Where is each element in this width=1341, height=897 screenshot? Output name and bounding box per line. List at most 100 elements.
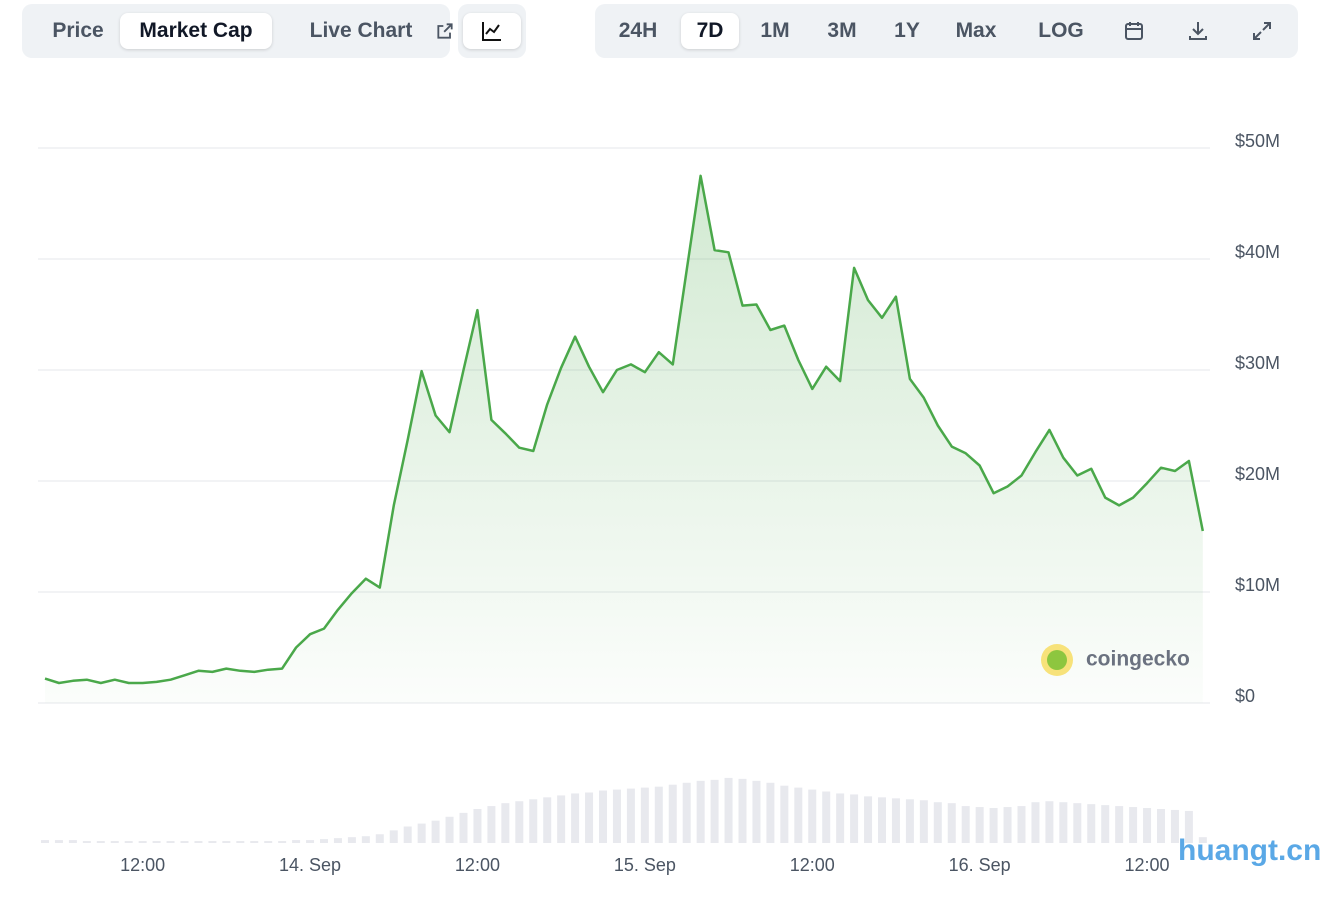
- line: [44, 174, 1205, 685]
- tab-group: Price Market Cap Live Chart: [22, 4, 453, 58]
- volume-bar: [236, 841, 245, 843]
- volume-bar: [668, 784, 677, 843]
- chart-type-group: [458, 4, 526, 58]
- volume-bar: [919, 800, 928, 843]
- volume-bar: [794, 787, 803, 843]
- calendar-icon[interactable]: [1122, 19, 1146, 43]
- y-tick-label: $30M: [1235, 353, 1280, 373]
- volume-bar: [878, 797, 886, 843]
- volume-bar: [473, 809, 482, 843]
- y-tick-label: $50M: [1235, 131, 1280, 151]
- volume-bar: [375, 834, 384, 843]
- volume-bar: [208, 841, 217, 843]
- volume-bar: [612, 789, 621, 843]
- volume-bar: [710, 779, 719, 843]
- x-tick-label: 14. Sep: [279, 855, 341, 875]
- volume-bar: [1087, 804, 1096, 843]
- volume-bar: [1045, 801, 1054, 843]
- volume-bar: [82, 841, 91, 843]
- y-tick-label: $10M: [1235, 575, 1280, 595]
- chart-type-button[interactable]: [463, 13, 521, 49]
- volume-bar: [905, 799, 914, 843]
- volume-bar: [1073, 803, 1082, 843]
- site-watermark: huangt.cn: [1178, 834, 1321, 867]
- volume-bar: [222, 841, 231, 843]
- tab-button[interactable]: Live Chart: [277, 13, 467, 49]
- range-button[interactable]: 24H: [618, 19, 658, 42]
- volume-bar: [696, 780, 705, 843]
- area: [45, 175, 1203, 704]
- volume-bar: [347, 837, 356, 843]
- watermark: coingecko: [1086, 648, 1190, 671]
- volume-bar: [961, 806, 970, 843]
- volume-bar: [1003, 807, 1012, 843]
- volume-bar: [571, 793, 580, 843]
- volume-bar: [1101, 805, 1110, 843]
- volume-bar: [1170, 809, 1179, 843]
- volume-bar: [822, 791, 831, 843]
- line-icon: [482, 22, 501, 41]
- volume-bar: [682, 782, 691, 843]
- volume-bar: [1157, 809, 1165, 843]
- volume-bar: [836, 793, 845, 843]
- y-tick-label: $40M: [1235, 242, 1280, 262]
- volume-bar: [1143, 808, 1152, 843]
- volume-bar: [724, 777, 733, 843]
- volume-bar: [640, 787, 649, 843]
- x-tick-label: 12:00: [790, 855, 835, 875]
- x-tick-label: 12:00: [1125, 855, 1170, 875]
- volume-bar: [361, 836, 370, 843]
- volume-bar: [417, 823, 426, 843]
- volume-bar: [543, 797, 552, 843]
- range-button[interactable]: 7D: [681, 13, 739, 49]
- volume-bar: [487, 806, 496, 843]
- volume-bar: [780, 785, 789, 843]
- volume-bar: [766, 782, 775, 843]
- volume-bar: [250, 841, 259, 843]
- volume-bar: [41, 840, 49, 843]
- volume-bar: [1017, 806, 1026, 843]
- tab-button[interactable]: Price: [52, 19, 104, 42]
- fullscreen-icon[interactable]: [1250, 19, 1274, 43]
- volume-bar: [320, 839, 328, 843]
- volume-bar: [278, 841, 287, 843]
- volume-bar: [152, 841, 161, 843]
- volume-bar: [138, 841, 147, 843]
- volume-bar: [333, 838, 342, 843]
- volume-bar: [864, 796, 873, 843]
- volume-bar: [557, 795, 566, 843]
- range-button[interactable]: 1Y: [894, 19, 920, 42]
- volume-bar: [1129, 807, 1138, 843]
- volume-bar: [850, 794, 859, 843]
- range-button[interactable]: LOG: [1038, 19, 1084, 42]
- range-button[interactable]: 1M: [760, 19, 790, 42]
- volume-bar: [292, 840, 301, 843]
- volume-bar: [389, 830, 398, 843]
- volume-bar: [515, 801, 524, 843]
- volume-bar: [933, 802, 942, 843]
- tab-button[interactable]: Market Cap: [120, 13, 272, 49]
- volume-bar: [96, 841, 105, 843]
- y-tick-label: $20M: [1235, 464, 1280, 484]
- volume-bar: [947, 803, 956, 843]
- volume-bar: [1184, 810, 1193, 843]
- volume-bar: [585, 792, 594, 843]
- y-tick-label: $0: [1235, 686, 1255, 706]
- volume-bar: [264, 841, 273, 843]
- volume-bar: [738, 778, 747, 843]
- volume-bar: [975, 807, 984, 843]
- volume-bar: [501, 803, 510, 843]
- volume-bar: [306, 840, 315, 843]
- download-icon[interactable]: [1186, 19, 1210, 43]
- volume-bar: [54, 840, 63, 843]
- volume-bar: [989, 808, 998, 843]
- volume-bar: [891, 798, 900, 843]
- volume-bar: [459, 812, 468, 843]
- logo-inner: [1047, 650, 1067, 670]
- x-tick-label: 12:00: [120, 855, 165, 875]
- range-button[interactable]: Max: [955, 19, 997, 42]
- range-button[interactable]: 3M: [827, 19, 857, 42]
- volume-bar: [1059, 802, 1068, 843]
